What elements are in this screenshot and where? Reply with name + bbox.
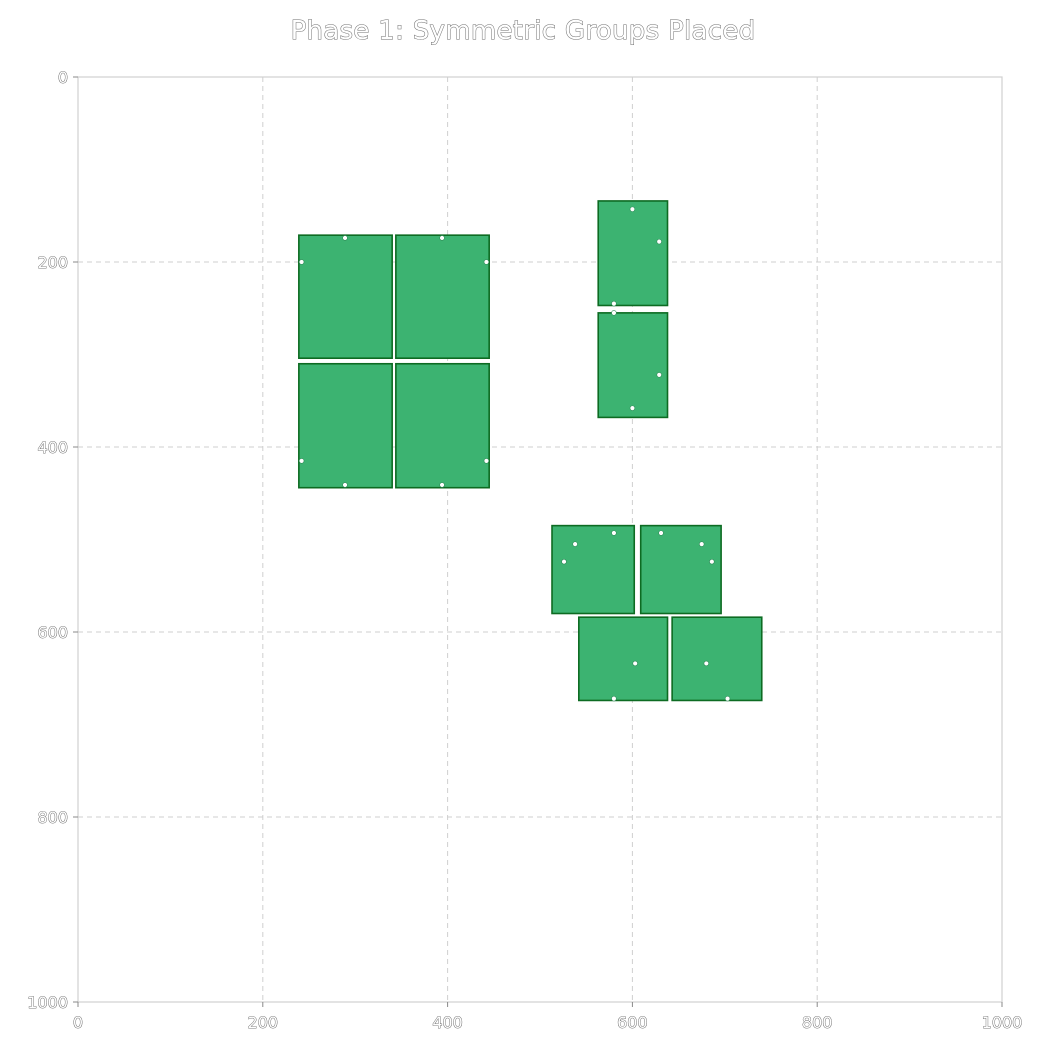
block-g3-tl	[551, 524, 636, 615]
block-g3-bl	[578, 616, 669, 702]
pin-marker	[611, 310, 617, 316]
pin-marker	[298, 259, 305, 265]
pin-marker	[572, 541, 578, 547]
block-g1-tr	[395, 234, 490, 360]
block-g2-top	[597, 200, 669, 307]
axes-layer	[77, 76, 1003, 1003]
pin-marker	[656, 238, 662, 245]
pin-marker	[656, 372, 662, 378]
pin-marker	[698, 541, 705, 547]
pin-marker	[439, 235, 445, 241]
pin-marker	[724, 695, 731, 702]
pin-marker	[629, 405, 636, 411]
block-g1-br	[395, 362, 490, 489]
pin-marker	[709, 558, 715, 565]
y-tick-label: 800	[37, 808, 68, 827]
block-g2-bot	[597, 312, 669, 419]
block-g3-tr	[639, 524, 722, 615]
pin-marker	[342, 235, 348, 241]
chart-title: Phase 1: Symmetric Groups Placed	[290, 16, 756, 47]
plot-background	[78, 77, 1002, 1002]
ticks-layer: 0 200 400 600 800 1000 0 200 400 600 800 1000	[27, 68, 1023, 1033]
blocks-layer	[298, 200, 763, 702]
y-tick-label: 1000	[27, 993, 68, 1012]
grid-layer	[78, 77, 1002, 1002]
x-tick-label: 600	[617, 1013, 648, 1032]
x-tick-label: 400	[432, 1013, 463, 1032]
pin-marker	[483, 458, 490, 464]
pin-marker	[298, 458, 305, 464]
y-tick-label: 200	[37, 253, 68, 272]
y-tick-label: 600	[37, 623, 68, 642]
pin-marker	[658, 530, 664, 536]
pin-marker	[703, 660, 710, 667]
block-g3-br	[671, 616, 763, 702]
x-tick-label: 0	[73, 1013, 83, 1032]
pin-marker	[342, 482, 348, 488]
x-tick-label: 1000	[982, 1013, 1023, 1032]
block-g1-bl	[298, 362, 393, 489]
y-tick-label: 400	[37, 438, 68, 457]
axes-frame	[77, 76, 1003, 1003]
y-tick-label: 0	[58, 68, 68, 87]
pin-marker	[611, 530, 617, 536]
pin-marker	[611, 300, 617, 307]
pin-marker	[611, 695, 617, 702]
x-tick-label: 800	[802, 1013, 833, 1032]
pin-marker	[483, 259, 490, 265]
pin-marker	[629, 206, 636, 212]
pins-layer	[298, 206, 731, 702]
x-tick-label: 200	[248, 1013, 279, 1032]
pin-marker	[632, 660, 638, 667]
block-g1-tl	[298, 234, 393, 360]
pin-marker	[561, 558, 567, 565]
pin-marker	[439, 482, 445, 488]
